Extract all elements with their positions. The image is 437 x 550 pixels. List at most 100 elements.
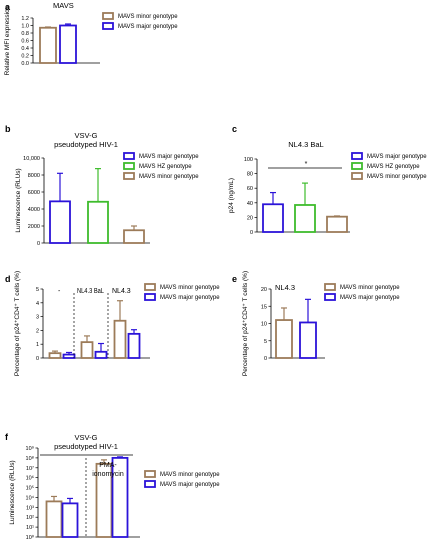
bar — [94, 350, 108, 359]
y-tick-label: 0 — [264, 356, 267, 362]
y-axis-label: Relative MFI expression — [4, 5, 11, 75]
y-tick-label: 0.6 — [21, 39, 29, 45]
legend-label: MAVS minor genotype — [118, 14, 178, 20]
legend-label: MAVS major genotype — [367, 154, 427, 160]
y-tick-label: 0.8 — [21, 31, 29, 37]
y-tick-label: 0.2 — [21, 54, 29, 60]
y-tick-label: 10 — [261, 322, 267, 328]
legend-label: MAVS major genotype — [340, 295, 400, 301]
bar — [326, 215, 348, 233]
group-label: - — [58, 288, 61, 295]
bar — [39, 26, 57, 64]
significance-star: * — [305, 161, 308, 168]
group-label: ionomycin — [92, 471, 124, 478]
y-tick-label: 3 — [36, 315, 39, 321]
bar — [299, 321, 317, 359]
bar — [111, 456, 129, 538]
chart-subtitle: pseudotyped HIV-1 — [54, 442, 118, 451]
legend-label: MAVS minor genotype — [160, 285, 220, 291]
group-label: NL4.3 BaL — [77, 288, 104, 295]
bar — [49, 200, 71, 244]
legend-swatch — [123, 162, 135, 170]
chart-title: NL4.3 BaL — [288, 140, 323, 149]
legend-swatch — [123, 172, 135, 180]
bar — [123, 229, 145, 244]
y-tick-label: 15 — [261, 304, 267, 310]
bar — [80, 341, 94, 359]
y-tick-label: 0.4 — [21, 46, 29, 52]
y-axis-label: Percentage of p24⁺CD4⁺ T cells (%) — [14, 271, 21, 376]
y-tick-label: 10¹ — [26, 525, 34, 531]
y-tick-label: 8000 — [28, 173, 40, 179]
legend-swatch — [351, 162, 363, 170]
y-axis-label: Luminescence (RLUs) — [9, 460, 16, 524]
bar — [62, 353, 76, 359]
group-label: NL4.3 — [112, 288, 131, 295]
y-tick-label: 1.2 — [21, 16, 29, 22]
y-tick-label: 20 — [261, 287, 267, 293]
legend-swatch — [351, 172, 363, 180]
legend-swatch — [102, 22, 114, 30]
y-tick-label: 0.0 — [21, 61, 29, 67]
y-tick-label: 10⁸ — [26, 455, 34, 462]
y-tick-label: 10² — [26, 515, 34, 521]
chart-title: VSV-G — [75, 131, 98, 140]
chart-subtitle: pseudotyped HIV-1 — [54, 140, 118, 149]
legend-label: MAVS HZ genotype — [139, 164, 192, 170]
legend-label: MAVS major genotype — [160, 482, 220, 488]
y-tick-label: 80 — [247, 172, 253, 178]
legend-swatch — [324, 283, 336, 291]
y-tick-label: 60 — [247, 186, 253, 192]
y-tick-label: 2 — [36, 328, 39, 334]
bar — [275, 319, 293, 359]
bar — [61, 502, 79, 538]
legend-label: MAVS major genotype — [118, 24, 178, 30]
bar — [262, 203, 284, 233]
legend-label: MAVS HZ genotype — [367, 164, 420, 170]
y-axis-label: p24 (ng/mL) — [228, 178, 235, 213]
y-tick-label: 40 — [247, 201, 253, 207]
y-tick-label: 2000 — [28, 224, 40, 230]
legend-label: MAVS minor genotype — [139, 174, 199, 180]
chart-title: NL4.3 — [275, 283, 295, 292]
bar — [127, 332, 141, 359]
y-tick-label: 10,000 — [23, 156, 40, 162]
panel-letter: f — [5, 432, 9, 442]
panel-letter: c — [232, 124, 237, 134]
y-tick-label: 5 — [264, 339, 267, 345]
y-tick-label: 10⁷ — [26, 465, 34, 472]
panel-letter: e — [232, 274, 237, 284]
legend-label: MAVS minor genotype — [160, 472, 220, 478]
y-tick-label: 10⁹ — [26, 445, 34, 452]
y-tick-label: 0 — [36, 356, 39, 362]
y-axis-label: Percentage of p24⁺CD4⁺ T cells (%) — [242, 271, 249, 376]
y-tick-label: 100 — [244, 157, 253, 163]
bar — [48, 352, 62, 359]
y-tick-label: 1 — [36, 342, 39, 348]
bar — [45, 500, 63, 538]
legend-swatch — [144, 470, 156, 478]
y-tick-label: 10³ — [26, 505, 34, 511]
legend-label: MAVS minor genotype — [367, 174, 427, 180]
legend-swatch — [351, 152, 363, 160]
y-tick-label: 6000 — [28, 190, 40, 196]
y-tick-label: 10⁶ — [26, 475, 34, 482]
y-tick-label: 1.0 — [21, 24, 29, 30]
legend-label: MAVS major genotype — [160, 295, 220, 301]
legend-label: MAVS major genotype — [139, 154, 199, 160]
legend-swatch — [102, 12, 114, 20]
legend-swatch — [324, 293, 336, 301]
bar — [294, 204, 316, 233]
y-tick-label: 4 — [36, 301, 39, 307]
y-tick-label: 5 — [36, 287, 39, 293]
panel-letter: b — [5, 124, 11, 134]
bar — [113, 319, 127, 359]
chart-title: VSV-G — [75, 433, 98, 442]
y-tick-label: 10⁰ — [26, 534, 35, 541]
group-label: PMA- — [99, 462, 117, 469]
legend-label: MAVS minor genotype — [340, 285, 400, 291]
y-axis-label: Luminescence (RLUs) — [15, 168, 22, 232]
legend-swatch — [144, 480, 156, 488]
y-tick-label: 4000 — [28, 207, 40, 213]
